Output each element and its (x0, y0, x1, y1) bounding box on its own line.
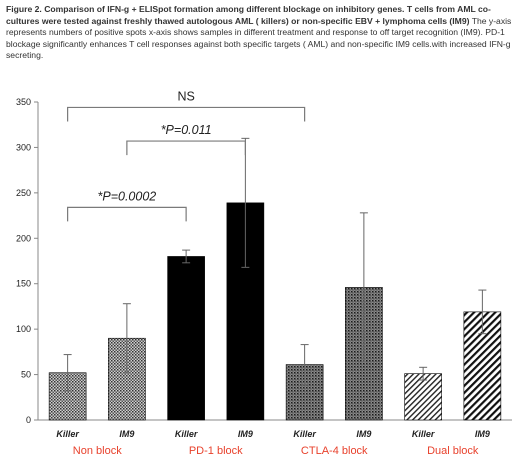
x-tick-label: IM9 (475, 429, 490, 439)
x-tick-label: IM9 (119, 429, 134, 439)
x-tick-label: IM9 (356, 429, 371, 439)
group-label: Non block (73, 445, 122, 457)
x-tick-label: Killer (293, 429, 316, 439)
y-tick-label: 200 (16, 233, 31, 243)
significance-label: *P=0.011 (161, 123, 212, 137)
y-tick-label: 50 (21, 370, 31, 380)
group-label: PD-1 block (189, 445, 243, 457)
bar (167, 256, 205, 421)
bar (404, 373, 442, 421)
significance-bracket (67, 106, 306, 122)
significance-label: *P=0.0002 (98, 189, 157, 203)
significance-bracket (126, 140, 246, 156)
significance-label: NS (177, 89, 194, 103)
group-label: CTLA-4 block (301, 445, 368, 457)
group-label: Dual block (427, 445, 479, 457)
x-tick-label: IM9 (238, 429, 253, 439)
y-tick-label: 100 (16, 324, 31, 334)
x-tick-label: Killer (412, 429, 435, 439)
x-tick-label: Killer (56, 429, 79, 439)
y-tick-label: 300 (16, 142, 31, 152)
significance-bracket (67, 206, 187, 222)
caption-bold: Figure 2. Comparison of IFN-g + ELISpot … (6, 4, 491, 26)
figure-caption: Figure 2. Comparison of IFN-g + ELISpot … (6, 4, 514, 62)
x-tick-label: Killer (175, 429, 198, 439)
y-tick-label: 350 (16, 97, 31, 107)
y-tick-label: 150 (16, 279, 31, 289)
caption-text: The y-axis represents numbers of positiv… (6, 15, 512, 61)
y-tick-label: 250 (16, 188, 31, 198)
y-tick-label: 0 (26, 415, 31, 425)
